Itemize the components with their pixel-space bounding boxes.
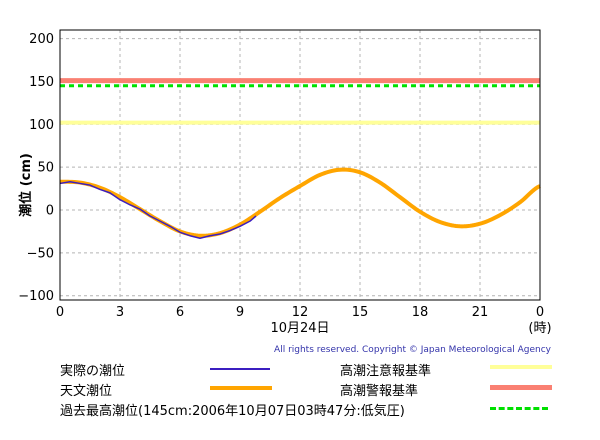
x-tick-label: 0 bbox=[56, 305, 64, 320]
observed-tide-line bbox=[59, 180, 257, 240]
x-tick-label: 3 bbox=[116, 305, 124, 320]
y-axis-label: 潮位 (cm) bbox=[18, 153, 34, 217]
legend-astronomical-swatch bbox=[210, 386, 272, 390]
x-tick-label: 15 bbox=[352, 305, 369, 320]
y-tick-label: 50 bbox=[37, 161, 54, 176]
grid bbox=[60, 30, 540, 300]
y-tick-label: 100 bbox=[29, 118, 54, 133]
legend-actual-swatch bbox=[210, 368, 270, 370]
astronomical-tide-line bbox=[59, 167, 541, 238]
y-tick-label: −50 bbox=[27, 246, 54, 261]
x-tick-label: 12 bbox=[292, 305, 309, 320]
legend-record-label: 過去最高潮位(145cm:2006年10月07日03時47分:低気圧) bbox=[60, 404, 405, 419]
x-tick-label: 0 bbox=[536, 305, 544, 320]
x-tick-label: 6 bbox=[176, 305, 184, 320]
legend-advisory-label: 高潮注意報基準 bbox=[340, 364, 432, 379]
legend-record-swatch bbox=[490, 407, 548, 410]
threshold-lines bbox=[60, 78, 540, 125]
legend-astronomical-label: 天文潮位 bbox=[60, 384, 113, 399]
x-tick-label: 9 bbox=[236, 305, 244, 320]
copyright-notice: All rights reserved. Copyright © Japan M… bbox=[274, 345, 552, 355]
tick-labels: 0 3 6 9 12 15 18 21 0 200 150 100 50 0 −50 −100 bbox=[18, 32, 544, 320]
legend-warning-label: 高潮警報基準 bbox=[340, 384, 419, 399]
legend-warning-swatch bbox=[490, 385, 552, 390]
x-tick-label: 21 bbox=[472, 305, 489, 320]
plot-frame bbox=[59, 29, 541, 301]
x-tick-label: 18 bbox=[412, 305, 429, 320]
x-axis-date-label: 10月24日 bbox=[270, 321, 329, 336]
y-tick-label: −100 bbox=[18, 289, 54, 304]
legend-advisory-swatch bbox=[490, 365, 552, 369]
series-lines bbox=[59, 167, 541, 240]
y-tick-label: 200 bbox=[29, 32, 54, 47]
x-axis-unit-label: (時) bbox=[528, 321, 551, 336]
y-tick-label: 150 bbox=[29, 75, 54, 90]
y-tick-label: 0 bbox=[46, 204, 54, 219]
legend-actual-label: 実際の潮位 bbox=[60, 364, 126, 379]
